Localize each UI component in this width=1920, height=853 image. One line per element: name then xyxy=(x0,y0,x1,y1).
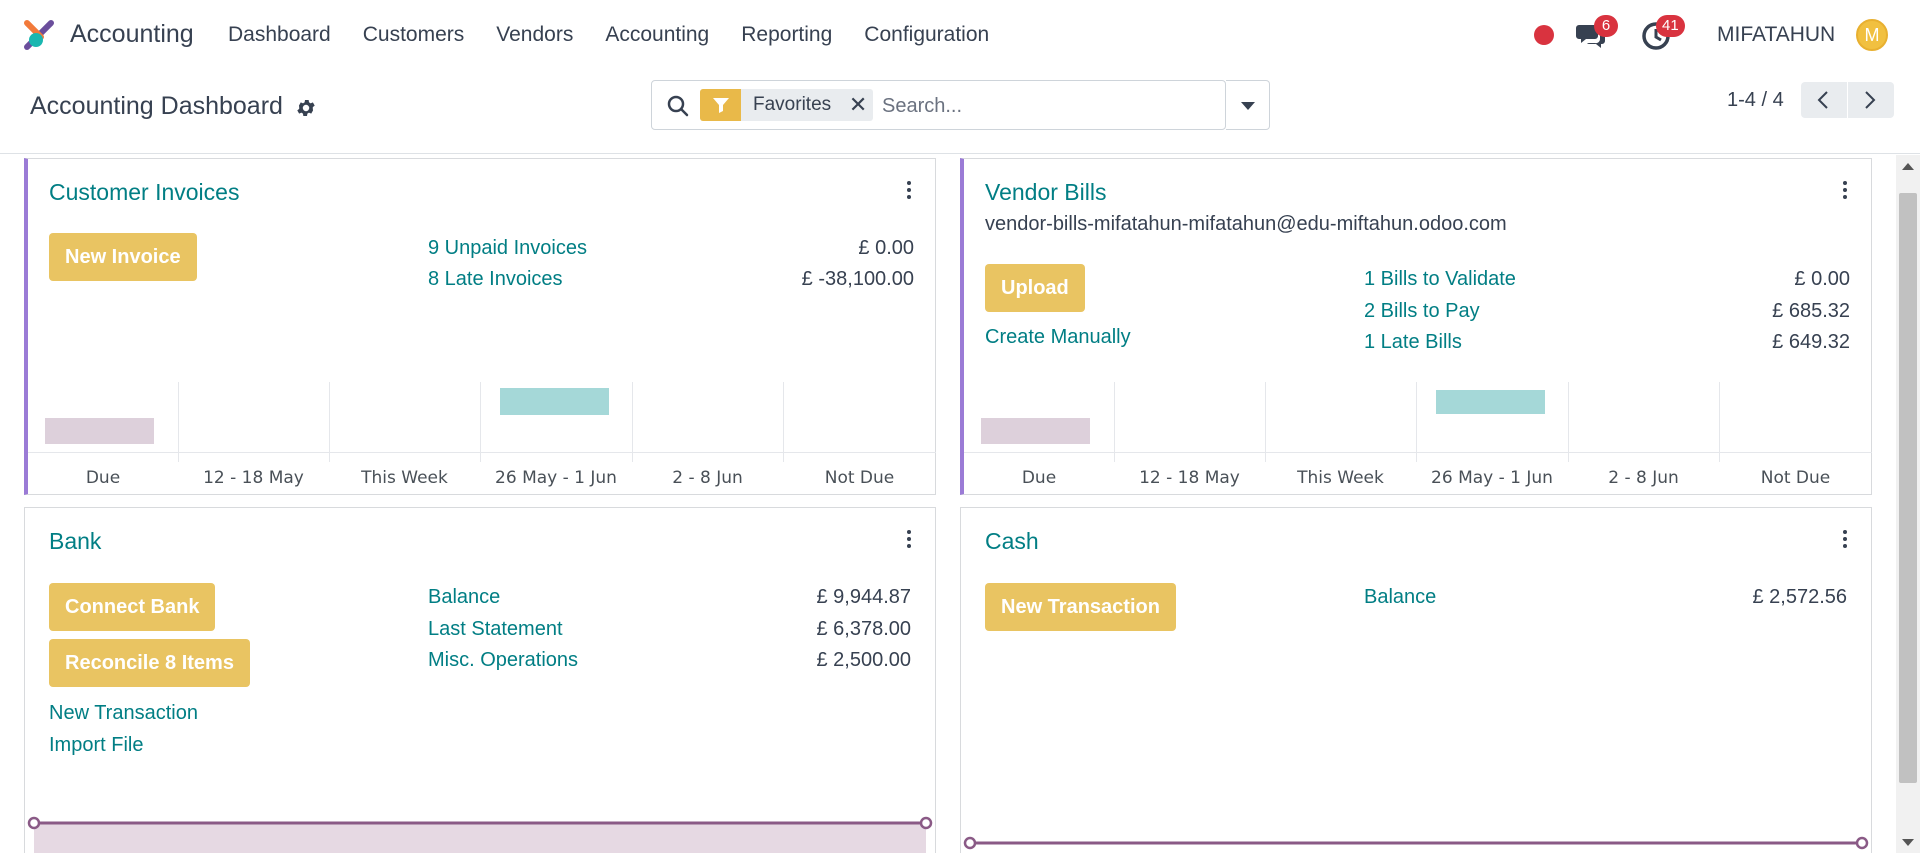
top-navbar: Accounting Dashboard Customers Vendors A… xyxy=(0,0,1920,70)
scroll-down-arrow-icon[interactable] xyxy=(1902,839,1914,846)
bills-to-pay-link[interactable]: 2 Bills to Pay xyxy=(1364,300,1480,322)
chart-label: This Week xyxy=(1297,468,1384,488)
new-invoice-button[interactable]: New Invoice xyxy=(49,233,197,281)
chart-label: 12 - 18 May xyxy=(1139,468,1240,488)
bills-to-validate-link[interactable]: 1 Bills to Validate xyxy=(1364,268,1516,290)
chevron-left-icon xyxy=(1817,91,1828,109)
customer-invoices-card: Customer Invoices New Invoice 9 Unpaid I… xyxy=(24,158,936,495)
chart-bar-26-may-1-jun[interactable] xyxy=(500,388,609,415)
chart-label: Not Due xyxy=(824,468,895,488)
new-transaction-link[interactable]: New Transaction xyxy=(49,702,198,724)
filter-icon xyxy=(700,89,741,121)
search-facet-favorites: Favorites ✕ xyxy=(700,89,874,121)
scroll-thumb[interactable] xyxy=(1899,193,1917,783)
late-invoices-amount: £ -38,100.00 xyxy=(801,268,914,290)
pager-next-button[interactable] xyxy=(1848,82,1894,118)
vendor-bills-email: vendor-bills-mifatahun-mifatahun@edu-mif… xyxy=(985,213,1507,235)
cash-balance-line-chart[interactable] xyxy=(961,828,1871,853)
pager-previous-button[interactable] xyxy=(1801,82,1847,118)
unpaid-invoices-link[interactable]: 9 Unpaid Invoices xyxy=(428,237,587,259)
menu-reporting[interactable]: Reporting xyxy=(741,23,833,46)
main-menu: Dashboard Customers Vendors Accounting R… xyxy=(228,23,1021,47)
dashboard-content: Customer Invoices New Invoice 9 Unpaid I… xyxy=(0,155,1896,853)
chart-label: Not Due xyxy=(1760,468,1831,488)
pager-value[interactable]: 1-4 / 4 xyxy=(1727,89,1784,111)
facet-label: Favorites xyxy=(753,94,832,115)
last-statement-amount: £ 6,378.00 xyxy=(816,618,911,640)
cash-card: Cash New Transaction Balance £ 2,572.56 xyxy=(960,507,1872,853)
kebab-menu-icon[interactable] xyxy=(1842,181,1848,201)
chart-bar-due[interactable] xyxy=(45,418,154,444)
caret-down-icon xyxy=(1241,102,1255,110)
new-transaction-button[interactable]: New Transaction xyxy=(985,583,1176,631)
record-icon[interactable] xyxy=(1534,25,1554,45)
bills-aged-chart[interactable]: Due 12 - 18 May This Week 26 May - 1 Jun… xyxy=(964,382,1872,496)
balance-amount: £ 9,944.87 xyxy=(816,586,911,608)
chart-label: 2 - 8 Jun xyxy=(672,468,743,488)
menu-customers[interactable]: Customers xyxy=(362,23,465,46)
reconcile-items-button[interactable]: Reconcile 8 Items xyxy=(49,639,250,687)
menu-accounting[interactable]: Accounting xyxy=(605,23,710,46)
card-title[interactable]: Vendor Bills xyxy=(985,179,1107,205)
bank-balance-line-chart[interactable] xyxy=(25,808,935,853)
kebab-menu-icon[interactable] xyxy=(906,530,912,550)
chart-label: 26 May - 1 Jun xyxy=(1431,468,1553,488)
kebab-menu-icon[interactable] xyxy=(1842,530,1848,550)
menu-dashboard[interactable]: Dashboard xyxy=(228,23,331,46)
balance-amount: £ 2,572.56 xyxy=(1752,586,1847,608)
invoices-aged-chart[interactable]: Due 12 - 18 May This Week 26 May - 1 Jun… xyxy=(28,382,936,496)
unpaid-invoices-amount: £ 0.00 xyxy=(858,237,914,259)
misc-operations-amount: £ 2,500.00 xyxy=(816,649,911,671)
chart-bar-due[interactable] xyxy=(981,418,1090,444)
late-invoices-link[interactable]: 8 Late Invoices xyxy=(428,268,563,290)
facet-remove-icon[interactable]: ✕ xyxy=(848,92,868,117)
vertical-scrollbar[interactable] xyxy=(1896,155,1920,853)
chart-label: Due xyxy=(85,468,121,488)
bills-to-pay-amount: £ 685.32 xyxy=(1772,300,1850,322)
gear-icon[interactable] xyxy=(295,97,317,119)
accounting-app-logo-icon[interactable] xyxy=(22,18,56,52)
create-manually-link[interactable]: Create Manually xyxy=(985,326,1131,348)
chevron-right-icon xyxy=(1865,91,1876,109)
connect-bank-button[interactable]: Connect Bank xyxy=(49,583,216,631)
bills-to-validate-amount: £ 0.00 xyxy=(1794,268,1850,290)
app-name[interactable]: Accounting xyxy=(70,20,194,48)
vendor-bills-card: Vendor Bills vendor-bills-mifatahun-mifa… xyxy=(960,158,1872,495)
bank-card: Bank Connect Bank Reconcile 8 Items New … xyxy=(24,507,936,853)
kebab-menu-icon[interactable] xyxy=(906,181,912,201)
page-title: Accounting Dashboard xyxy=(30,92,283,120)
late-bills-amount: £ 649.32 xyxy=(1772,331,1850,353)
upload-button[interactable]: Upload xyxy=(985,264,1085,312)
search-input[interactable] xyxy=(882,91,1212,121)
import-file-link[interactable]: Import File xyxy=(49,734,144,756)
search-bar: Favorites ✕ xyxy=(651,80,1226,130)
messages-count-badge: 6 xyxy=(1594,15,1618,37)
activities-count-badge: 41 xyxy=(1656,15,1685,37)
user-avatar[interactable]: M xyxy=(1856,19,1888,51)
user-name[interactable]: MIFATAHUN xyxy=(1717,23,1836,46)
card-title[interactable]: Customer Invoices xyxy=(49,179,240,205)
menu-configuration[interactable]: Configuration xyxy=(864,23,990,46)
search-icon[interactable] xyxy=(666,94,690,118)
search-options-dropdown-toggle[interactable] xyxy=(1226,80,1270,130)
late-bills-link[interactable]: 1 Late Bills xyxy=(1364,331,1462,353)
scroll-up-arrow-icon[interactable] xyxy=(1902,163,1914,170)
card-title[interactable]: Cash xyxy=(985,528,1039,554)
control-panel: Accounting Dashboard Favorites ✕ 1-4 / 4 xyxy=(0,70,1920,154)
chart-label: 26 May - 1 Jun xyxy=(495,468,617,488)
balance-label[interactable]: Balance xyxy=(428,586,501,608)
card-title[interactable]: Bank xyxy=(49,528,102,554)
chart-label: 12 - 18 May xyxy=(203,468,304,488)
last-statement-link[interactable]: Last Statement xyxy=(428,618,563,640)
chart-bar-26-may-1-jun[interactable] xyxy=(1436,390,1545,414)
balance-label[interactable]: Balance xyxy=(1364,586,1437,608)
chart-label: 2 - 8 Jun xyxy=(1608,468,1679,488)
misc-operations-link[interactable]: Misc. Operations xyxy=(428,649,579,671)
menu-vendors[interactable]: Vendors xyxy=(496,23,574,46)
chart-label: Due xyxy=(1021,468,1057,488)
chart-label: This Week xyxy=(361,468,448,488)
